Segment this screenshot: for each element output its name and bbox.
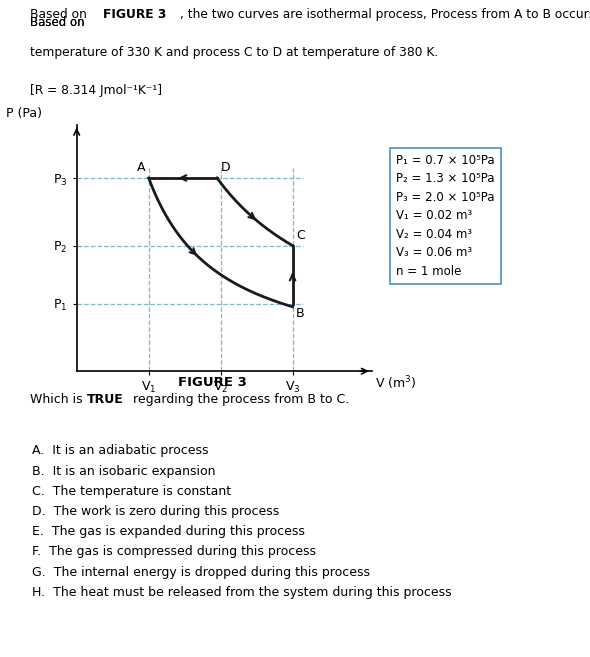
Text: regarding the process from B to C.: regarding the process from B to C. [129, 392, 349, 405]
Text: B: B [296, 307, 305, 321]
Text: A.  It is an adiabatic process
B.  It is an isobaric expansion
C.  The temperatu: A. It is an adiabatic process B. It is a… [32, 444, 452, 599]
Text: V (m$^3$): V (m$^3$) [375, 374, 417, 392]
Text: A: A [136, 161, 145, 174]
Y-axis label: P (Pa): P (Pa) [5, 107, 42, 120]
Text: TRUE: TRUE [87, 392, 124, 405]
Text: [R = 8.314 Jmol⁻¹K⁻¹]: [R = 8.314 Jmol⁻¹K⁻¹] [30, 83, 162, 97]
Text: , the two curves are isothermal process, Process from A to B occurs at: , the two curves are isothermal process,… [180, 8, 590, 21]
Text: Based on ​: Based on ​ [30, 16, 88, 30]
Text: P₁ = 0.7 × 10⁵Pa
P₂ = 1.3 × 10⁵Pa
P₃ = 2.0 × 10⁵Pa
V₁ = 0.02 m³
V₂ = 0.04 m³
V₃ : P₁ = 0.7 × 10⁵Pa P₂ = 1.3 × 10⁵Pa P₃ = 2… [396, 154, 495, 278]
Text: Based on: Based on [30, 16, 88, 30]
Text: Based on: Based on [30, 8, 90, 21]
Text: D: D [221, 161, 230, 174]
Text: FIGURE 3: FIGURE 3 [178, 376, 247, 389]
Text: Which is: Which is [30, 392, 86, 405]
Text: temperature of 330 K and process C to D at temperature of 380 K.: temperature of 330 K and process C to D … [30, 46, 438, 59]
Text: C: C [296, 229, 305, 242]
Text: FIGURE 3: FIGURE 3 [103, 8, 166, 21]
